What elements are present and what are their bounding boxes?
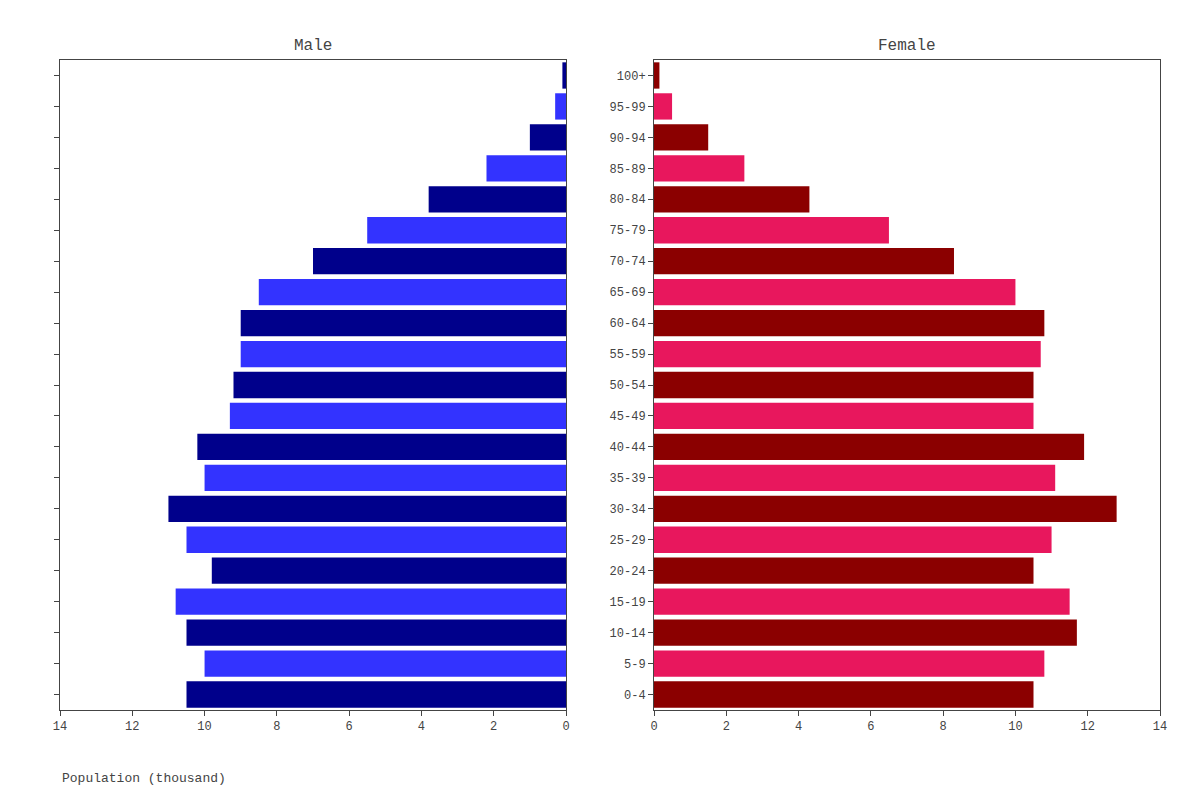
svg-text:50-54: 50-54: [610, 379, 646, 393]
svg-text:14: 14: [1153, 720, 1167, 734]
svg-text:Female: Female: [878, 37, 936, 55]
svg-text:4: 4: [795, 720, 802, 734]
svg-text:55-59: 55-59: [610, 348, 646, 362]
svg-text:65-69: 65-69: [610, 286, 646, 300]
svg-text:4: 4: [418, 720, 425, 734]
svg-text:14: 14: [53, 720, 67, 734]
svg-text:20-24: 20-24: [610, 565, 646, 579]
svg-text:25-29: 25-29: [610, 534, 646, 548]
svg-text:Population (thousand): Population (thousand): [62, 771, 226, 786]
svg-text:35-39: 35-39: [610, 472, 646, 486]
svg-text:0-4: 0-4: [624, 689, 646, 703]
svg-text:8: 8: [940, 720, 947, 734]
svg-text:2: 2: [723, 720, 730, 734]
svg-text:6: 6: [346, 720, 353, 734]
svg-text:15-19: 15-19: [610, 596, 646, 610]
svg-text:45-49: 45-49: [610, 410, 646, 424]
svg-text:5-9: 5-9: [624, 658, 646, 672]
svg-text:10: 10: [197, 720, 211, 734]
svg-text:90-94: 90-94: [610, 132, 646, 146]
svg-text:40-44: 40-44: [610, 441, 646, 455]
svg-text:60-64: 60-64: [610, 317, 646, 331]
svg-text:12: 12: [1081, 720, 1095, 734]
svg-text:30-34: 30-34: [610, 503, 646, 517]
svg-text:95-99: 95-99: [610, 101, 646, 115]
svg-text:0: 0: [650, 720, 657, 734]
svg-text:2: 2: [490, 720, 497, 734]
svg-text:Male: Male: [294, 37, 332, 55]
svg-text:10: 10: [1008, 720, 1022, 734]
svg-text:0: 0: [562, 720, 569, 734]
svg-text:10-14: 10-14: [610, 627, 646, 641]
svg-text:70-74: 70-74: [610, 255, 646, 269]
svg-text:8: 8: [273, 720, 280, 734]
svg-text:85-89: 85-89: [610, 163, 646, 177]
svg-text:6: 6: [867, 720, 874, 734]
svg-text:100+: 100+: [617, 70, 646, 84]
svg-text:80-84: 80-84: [610, 193, 646, 207]
svg-text:75-79: 75-79: [610, 224, 646, 238]
svg-text:12: 12: [125, 720, 139, 734]
